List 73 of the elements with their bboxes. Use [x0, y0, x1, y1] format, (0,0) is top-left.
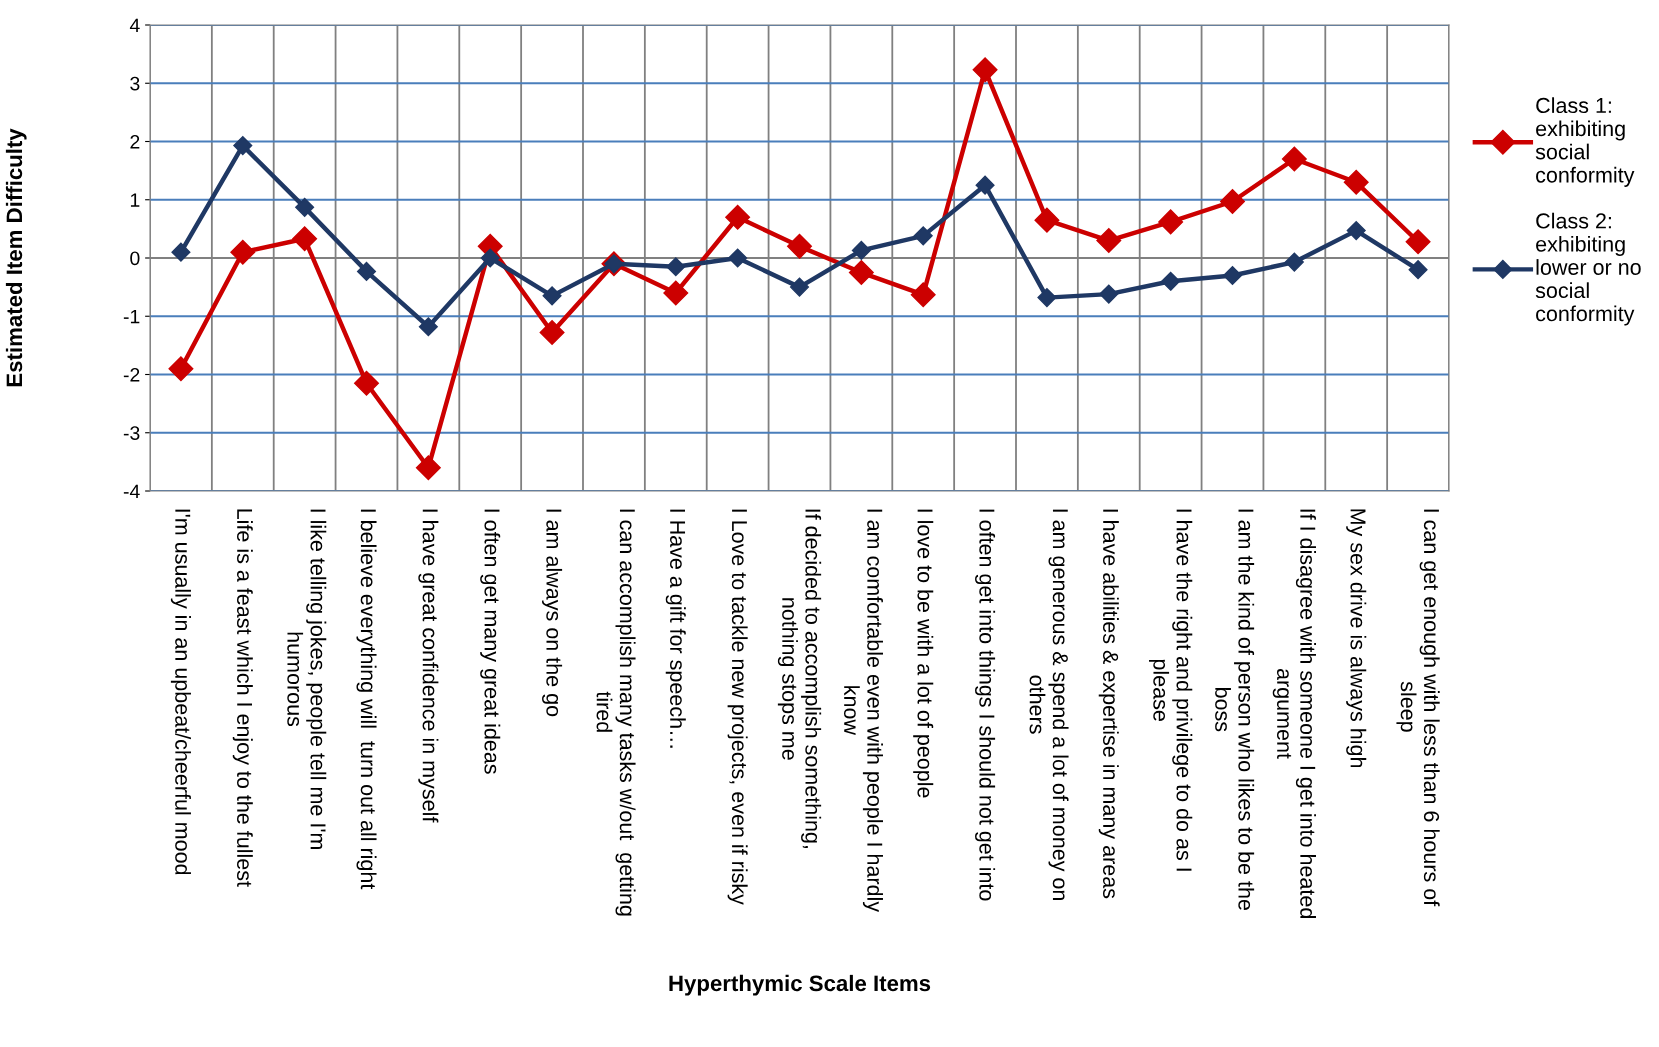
y-tick-label: 2 — [130, 134, 140, 149]
x-tick-label: I'm usually in an upbeat/cheerful mood — [170, 509, 191, 875]
y-tick-label: -2 — [123, 367, 140, 382]
point — [913, 226, 933, 246]
y-tick-label: 3 — [130, 76, 140, 91]
point — [728, 248, 748, 268]
x-tick-label: Life is a feast which I enjoy to the fullest — [232, 509, 253, 887]
x-tick-label: I am generous & spend a lot of money on others — [1029, 509, 1069, 900]
x-tick-label: I believe everything will turn out all right — [356, 509, 377, 890]
y-tick-label: -4 — [123, 484, 140, 499]
x-tick-label: I have the right and privilege to do as I please — [1149, 509, 1193, 871]
x-tick-label: I am comfortable even with people I hardly know — [843, 509, 883, 913]
point — [1161, 271, 1181, 291]
x-tick-label: I Love to tackle new projects, even if risky — [727, 509, 748, 905]
y-axis-title: Estimated Item Difficulty — [5, 128, 27, 387]
y-tick-label: -1 — [123, 309, 140, 324]
point — [539, 320, 565, 346]
point — [1346, 221, 1366, 241]
x-tick-label: If decided to accomplish something, nothing stops me — [777, 509, 822, 848]
point — [418, 317, 438, 337]
point — [168, 356, 194, 382]
point — [295, 197, 315, 217]
x-tick-label: I often get into things I should not get into — [975, 509, 996, 901]
x-tick-label: I can accomplish many tasks w/out getting tired — [596, 509, 636, 916]
point — [1405, 229, 1431, 255]
point — [972, 57, 998, 83]
point — [415, 455, 441, 481]
point — [1034, 207, 1060, 233]
point — [1037, 288, 1057, 308]
y-tick-label: -3 — [123, 426, 140, 440]
point — [975, 175, 995, 195]
point — [354, 370, 379, 396]
x-tick-label: I have great confidence in myself — [418, 509, 439, 823]
point — [542, 286, 562, 306]
x-tick-label: I have abilities & expertise in many areas — [1098, 509, 1119, 899]
point — [1343, 169, 1369, 195]
point — [171, 242, 191, 262]
x-tick-label: I love to be with a lot of people — [913, 509, 934, 798]
x-tick-label: My sex drive is always high — [1346, 509, 1367, 768]
point — [848, 260, 874, 286]
point — [230, 239, 256, 265]
legend-label: Class 1: exhibiting social conformity — [1535, 97, 1635, 187]
point — [787, 233, 812, 259]
x-tick-label: I am always on the go — [542, 509, 563, 717]
point — [1281, 146, 1307, 172]
point — [851, 240, 871, 260]
point — [789, 277, 810, 297]
legend-label: Class 2: exhibiting lower or no social conformity — [1535, 212, 1641, 326]
point — [1408, 260, 1428, 280]
x-tick-label: I can get enough with less than 6 hours of sleep — [1396, 509, 1440, 907]
x-axis-title: Hyperthymic Scale Items — [669, 974, 931, 996]
point — [292, 226, 318, 252]
point — [356, 261, 377, 281]
point — [725, 204, 751, 230]
point — [233, 136, 253, 156]
point — [666, 257, 686, 277]
y-tick-label: 0 — [130, 251, 140, 266]
point — [480, 248, 500, 268]
point — [1096, 228, 1122, 254]
point — [1222, 265, 1243, 286]
x-tick-label: If I disagree with someone I get into heated argument — [1272, 509, 1316, 918]
point — [1158, 209, 1184, 235]
point — [1220, 189, 1245, 214]
x-tick-label: I often get many great ideas — [480, 509, 501, 774]
x-tick-label: I Have a gift for speech… — [665, 509, 686, 748]
x-tick-label: I am the kind of person who likes to be the boss — [1215, 509, 1255, 910]
point — [1284, 252, 1304, 272]
y-tick-label: 4 — [129, 18, 140, 33]
y-tick-label: 1 — [130, 193, 140, 207]
x-tick-label: I like telling jokes, people tell me I'm humorous — [287, 509, 327, 849]
point — [663, 280, 689, 306]
point — [1099, 284, 1119, 304]
point — [910, 282, 936, 308]
